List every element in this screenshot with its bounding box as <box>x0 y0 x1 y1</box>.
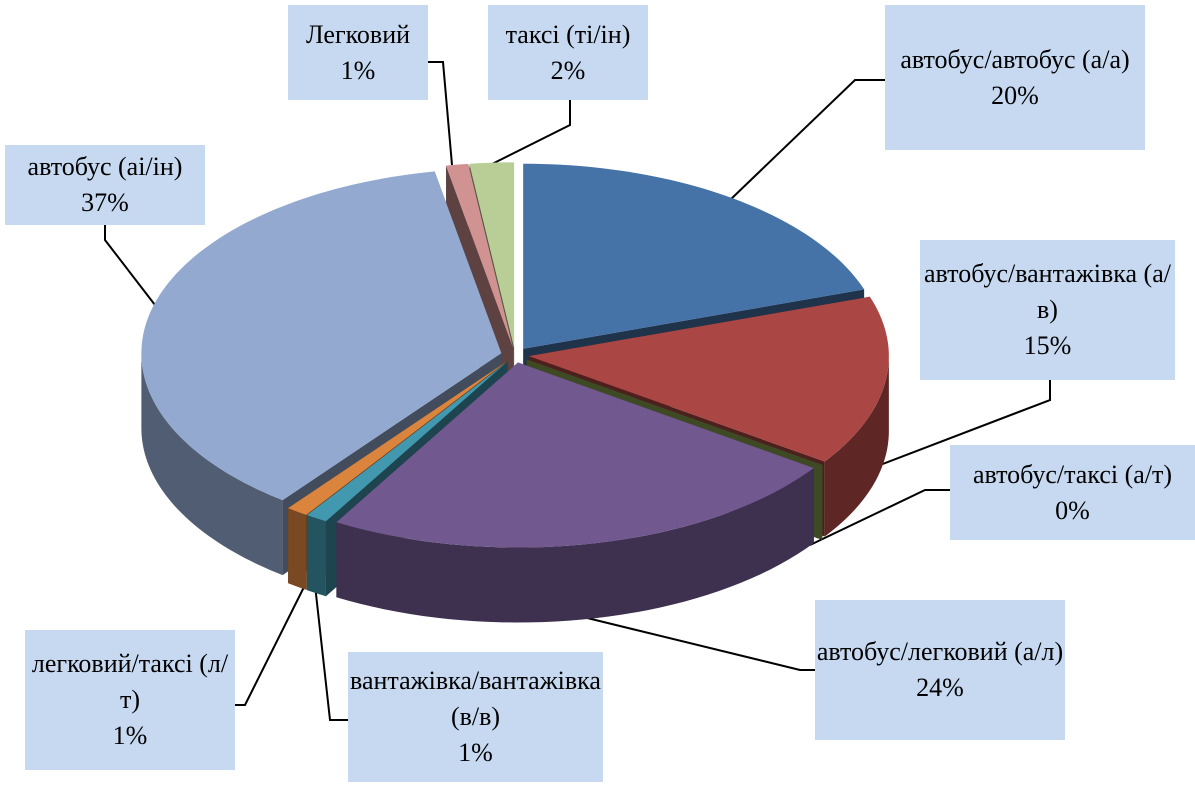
label-name: Легковий <box>305 19 411 49</box>
label-name: вантажівка/вантажівка (в/в) <box>350 666 601 731</box>
label-value: 37% <box>81 188 129 217</box>
label-name: автобус/таксі (а/т) <box>972 459 1173 489</box>
slice-side <box>288 508 307 590</box>
data-label: вантажівка/вантажівка (в/в) 1% <box>348 652 603 782</box>
leader-line <box>235 584 306 706</box>
slice <box>336 362 814 548</box>
data-label: автобус/автобус (а/а) 20% <box>885 5 1145 150</box>
label-name: таксі (ті/ін) <box>505 19 631 49</box>
label-value: 1% <box>458 738 493 767</box>
label-value: 1% <box>340 55 376 85</box>
leader-line <box>879 380 1051 466</box>
slice-side <box>824 356 889 537</box>
data-label: автобус/легковий (а/л) 24% <box>815 600 1065 740</box>
slice <box>288 361 507 515</box>
slice <box>523 163 865 349</box>
leader-line <box>314 584 348 721</box>
data-label: легковий/таксі (л/т) 1% <box>25 630 235 770</box>
slice <box>141 171 502 501</box>
pie-tops <box>141 162 889 548</box>
label-name: автобус/автобус (а/а) <box>900 44 1130 74</box>
data-label: Легковий 1% <box>288 5 428 100</box>
label-name: легковий/таксі (л/т) <box>31 649 229 714</box>
label-value: 1% <box>112 721 148 750</box>
label-name: автобус/легковий (а/л) <box>816 637 1064 666</box>
leader-line <box>809 489 950 546</box>
leader-lines <box>104 61 1051 721</box>
leader-line <box>428 61 453 166</box>
label-value: 2% <box>550 55 586 85</box>
label-value: 20% <box>991 80 1039 110</box>
label-value: 24% <box>916 673 964 702</box>
slice <box>446 163 513 348</box>
leader-line <box>489 100 571 166</box>
slice-side <box>336 467 814 623</box>
data-label: таксі (ті/ін) 2% <box>488 5 648 100</box>
slice-side <box>306 515 326 597</box>
data-label: автобус (аі/ін) 37% <box>5 145 205 225</box>
slice <box>528 296 889 462</box>
label-name: автобус (аі/ін) <box>27 152 183 181</box>
label-value: 15% <box>1023 331 1072 360</box>
leader-line <box>729 79 885 201</box>
slice-side <box>141 353 283 576</box>
leader-line <box>574 614 815 671</box>
data-label: автобус/вантажівка (а/в) 15% <box>920 240 1175 380</box>
label-value: 0% <box>1055 495 1090 525</box>
leader-line <box>104 225 156 306</box>
slice <box>306 361 508 522</box>
slice <box>469 162 515 348</box>
data-label: автобус/таксі (а/т) 0% <box>950 445 1195 540</box>
label-name: автобус/вантажівка (а/в) <box>924 259 1171 324</box>
